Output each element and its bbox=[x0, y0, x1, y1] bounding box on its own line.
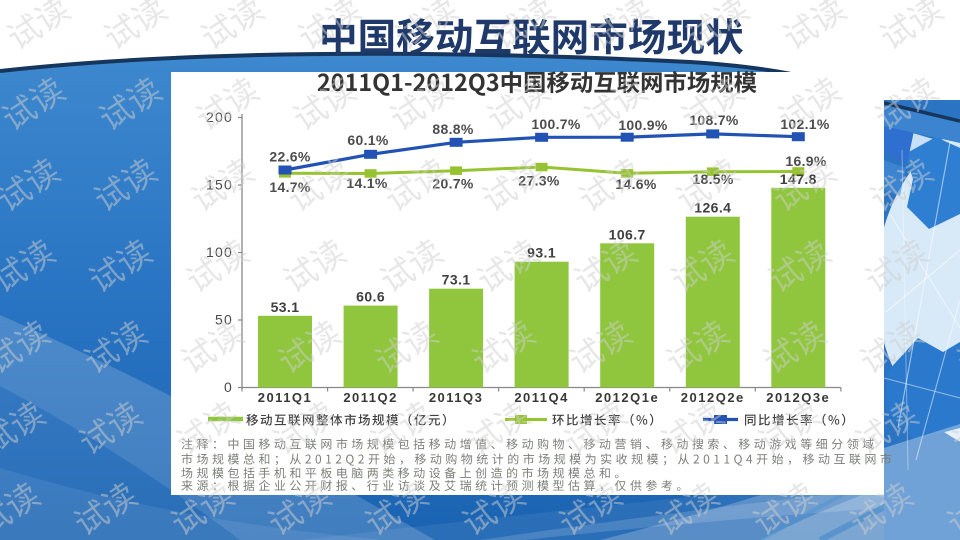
svg-text:93.1: 93.1 bbox=[527, 245, 556, 261]
svg-text:22.6%: 22.6% bbox=[269, 149, 310, 165]
svg-text:126.4: 126.4 bbox=[694, 200, 731, 216]
svg-text:60.6: 60.6 bbox=[356, 289, 385, 305]
svg-text:60.1%: 60.1% bbox=[347, 132, 388, 148]
svg-text:2012Q3e: 2012Q3e bbox=[766, 390, 830, 405]
svg-text:2012Q1e: 2012Q1e bbox=[595, 390, 659, 405]
svg-text:14.7%: 14.7% bbox=[269, 179, 310, 195]
svg-text:2011Q2: 2011Q2 bbox=[343, 390, 398, 405]
svg-text:2011Q3: 2011Q3 bbox=[429, 390, 484, 405]
svg-text:100.7%: 100.7% bbox=[531, 116, 581, 132]
svg-text:20.7%: 20.7% bbox=[432, 176, 473, 192]
svg-text:88.8%: 88.8% bbox=[432, 121, 473, 137]
svg-text:2012Q2e: 2012Q2e bbox=[681, 390, 745, 405]
svg-text:106.7: 106.7 bbox=[609, 226, 646, 242]
svg-text:2011Q1: 2011Q1 bbox=[258, 390, 313, 405]
svg-text:14.1%: 14.1% bbox=[346, 175, 387, 191]
svg-text:53.1: 53.1 bbox=[271, 299, 300, 315]
svg-text:27.3%: 27.3% bbox=[518, 173, 559, 189]
svg-text:0: 0 bbox=[224, 379, 233, 395]
svg-text:100.9%: 100.9% bbox=[618, 117, 668, 133]
svg-text:73.1: 73.1 bbox=[442, 272, 471, 288]
svg-text:2011Q4: 2011Q4 bbox=[514, 390, 569, 405]
